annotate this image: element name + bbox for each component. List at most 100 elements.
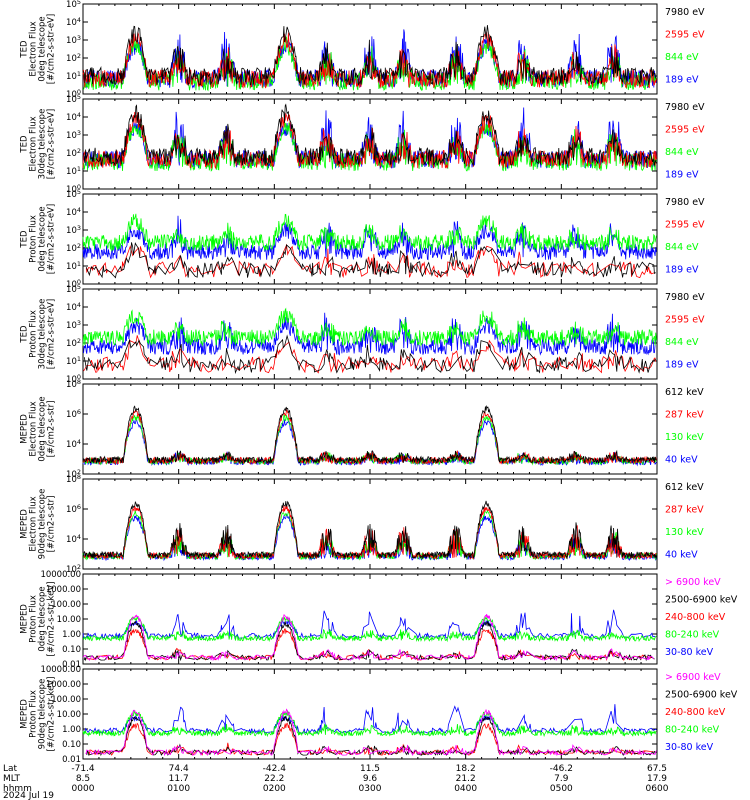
y-tick-label: 0.10 [62,645,81,655]
y-tick-label: 102 [66,563,81,575]
x-tick-hhmm: 0400 [454,784,477,794]
series-trace-black [82,25,657,87]
legend-entry: > 6900 keV [665,577,721,588]
y-axis-label: [#/cm2-s-str] [47,401,57,458]
y-tick-label: 1000.00 [46,680,81,690]
y-tick-label: 1.00 [62,630,81,640]
series-trace-black [85,242,656,279]
y-tick-label: 100.00 [51,600,81,610]
y-axis-label: 0deg telescope [38,586,48,651]
legend-entry: 7980 eV [665,292,705,303]
y-tick-label: 108 [66,473,81,485]
series-trace-red [82,111,657,170]
x-tick-lat: 11.5 [360,764,380,774]
panel-7: 0.01 0.10 1.00 10.00 100.00 1000.00 10000.00 ME… [20,570,738,670]
series-trace-magenta [85,708,657,757]
y-tick-label: 106 [66,408,81,420]
series-trace-black [82,404,657,465]
y-axis-label: Proton Flux [29,310,39,358]
y-axis-label: TED [20,40,30,59]
y-axis-label: Proton Flux [29,215,39,263]
y-tick-label: 10000.00 [40,570,81,580]
legend-entry: 612 keV [665,387,704,398]
y-axis-label: TED [20,230,30,249]
y-tick-label: 105 [66,188,81,200]
legend-entry: 2595 eV [665,30,705,41]
y-tick-label: 100.00 [51,695,81,705]
x-row-label: hhmm [3,784,32,794]
series-trace-black [83,103,657,167]
legend-entry: 30-80 keV [665,742,714,753]
series-trace-blue [83,704,657,735]
panel-3: 100 101 102 103 104 105 TED Proton Flux 0deg tel… [20,188,706,290]
x-tick-mlt: 22.2 [264,774,284,784]
x-tick-hhmm: 0300 [359,784,382,794]
y-axis-label: TED [20,325,30,344]
y-tick-label: 102 [66,242,81,254]
legend-entry: 2500-6900 keV [665,595,738,606]
legend-entry: 2500-6900 keV [665,690,738,701]
y-tick-label: 1.00 [62,725,81,735]
y-tick-label: 101 [66,165,81,177]
plot-frame [82,668,658,760]
x-tick-lat: -46.2 [550,764,573,774]
x-axis-annotations: LatMLThhmm-71.48.5000074.411.70100-42.42… [3,764,669,800]
y-tick-label: 0.01 [62,660,81,670]
legend-entry: 80-240 keV [665,725,720,736]
y-axis-label: [#/cm2-s-str-eV] [47,299,57,369]
legend-entry: 189 eV [665,265,699,276]
legend-entry: 844 eV [665,147,699,158]
date-label: 2024 Jul 19 [3,791,54,800]
series-trace-green [82,213,657,253]
legend-entry: 2595 eV [665,125,705,136]
y-tick-label: 101 [66,260,81,272]
y-axis-label: Electron Flux [29,401,39,456]
legend-entry: 2595 eV [665,220,705,231]
panel-1: 100 101 102 103 104 105 TED Electron Flux 0deg t… [20,0,706,100]
y-axis-label: Electron Flux [29,21,39,76]
y-axis-label: 90deg telescope [38,489,48,560]
x-tick-lat: 18.2 [456,764,476,774]
y-tick-label: 100 [66,88,81,100]
panel-8: 0.01 0.10 1.00 10.00 100.00 1000.00 10000.00 ME… [20,665,738,765]
series-trace-green [82,710,657,738]
y-tick-label: 1000.00 [46,585,81,595]
y-axis-label: [#/cm2-s-str-eV] [47,14,57,84]
panel-2: 100 101 102 103 104 105 TED Electron Flux 30deg … [20,93,706,195]
y-tick-label: 104 [66,301,81,313]
x-row-label: Lat [3,764,18,774]
y-tick-label: 100 [66,278,81,290]
y-tick-label: 105 [66,93,81,105]
series-trace-blue [82,215,657,261]
y-axis-label: MEPED [20,414,30,444]
y-tick-label: 10.00 [57,710,81,720]
y-tick-label: 103 [66,224,81,236]
y-axis-label: 90deg telescope [38,679,48,750]
y-tick-label: 100 [66,373,81,385]
y-axis-label: MEPED [20,604,30,634]
y-tick-label: 100 [66,183,81,195]
y-tick-label: 104 [66,111,81,123]
x-tick-mlt: 9.6 [363,774,378,784]
series-trace-red [83,335,657,374]
x-tick-mlt: 21.2 [456,774,476,784]
legend-entry: 130 keV [665,527,704,538]
legend-entry: 80-240 keV [665,630,720,641]
series-trace-red [85,243,655,279]
legend-entry: 844 eV [665,52,699,63]
y-axis-label: [#/cm2-s-str-eV] [47,109,57,179]
x-tick-mlt: 7.9 [554,774,569,784]
legend-entry: 844 eV [665,337,699,348]
y-tick-label: 104 [66,206,81,218]
y-tick-label: 102 [66,52,81,64]
y-tick-label: 103 [66,319,81,331]
y-axis-label: [#/cm2-s-str-keV] [47,677,57,752]
legend-entry: 189 eV [665,360,699,371]
y-axis-label: MEPED [20,509,30,539]
series-trace-magenta [82,614,655,662]
y-axis-label: [#/cm2-s-str-eV] [47,204,57,274]
legend-entry: 40 keV [665,550,698,561]
y-tick-label: 10.00 [57,615,81,625]
panel-5: 102 104 106 108 MEPED Electron Flux 0deg teles… [20,378,705,480]
